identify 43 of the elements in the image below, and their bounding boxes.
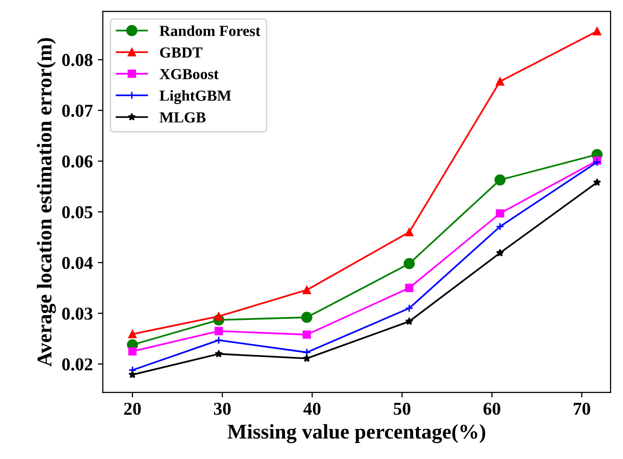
point [214,336,223,344]
point [405,317,414,325]
y-tick-label: 0.08 [62,54,92,66]
point [128,370,136,378]
y-tick-label: 0.03 [62,308,92,320]
point [405,304,414,312]
point [214,312,223,321]
point [405,228,414,236]
point [496,77,504,86]
point [405,284,414,292]
point [301,312,312,323]
legend-label: XGBoost [160,68,219,80]
point [128,330,137,338]
y-tick-label: 0.07 [62,104,93,117]
x-tick-label: 30 [214,402,231,415]
legend-label: Random Forest [160,25,260,36]
legend-label: LightGBM [160,90,232,104]
legend-label: GBDT [160,47,202,58]
y-tick-label: 0.02 [62,358,92,371]
point [302,330,311,339]
point [494,174,506,186]
y-axis-title: Average location estimation error(m) [36,38,56,367]
point [214,350,223,358]
x-tick-label: 20 [124,402,141,415]
point [302,286,311,294]
point [496,222,504,231]
point [302,354,311,362]
point [496,209,504,218]
x-axis-title: Missing value percentage(%) [228,424,486,444]
x-tick-label: 70 [574,402,590,415]
x-tick-label: 40 [303,402,321,415]
legend-label: MLGB [160,112,206,123]
point [593,178,602,186]
x-tick-label: 60 [484,402,500,415]
point [128,347,137,356]
y-tick-label: 0.04 [62,256,93,270]
point [214,326,223,336]
point [592,27,602,36]
x-tick-label: 50 [394,402,410,415]
y-tick-label: 0.05 [62,206,92,218]
y-tick-label: 0.06 [62,155,93,168]
point [404,258,415,270]
point [496,248,504,256]
